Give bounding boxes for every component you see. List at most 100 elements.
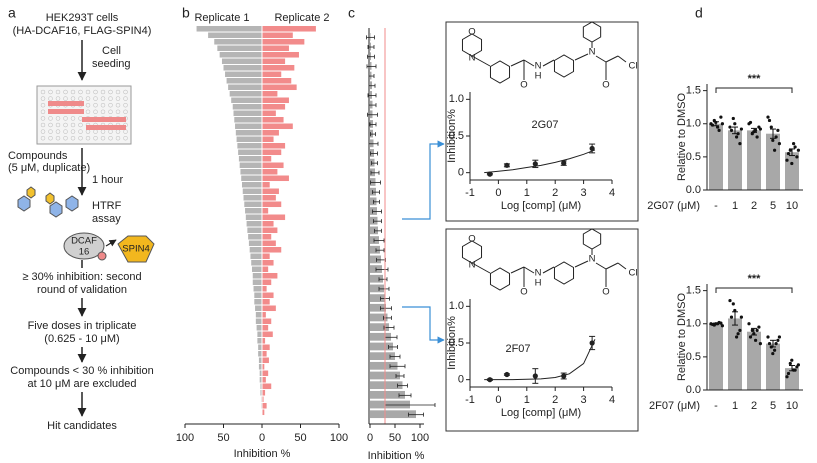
x-tick-label: - [714, 200, 718, 212]
y-axis-label: Relative to DMSO [676, 293, 688, 381]
bond [523, 59, 535, 67]
data-point [739, 127, 744, 131]
bar [262, 221, 274, 227]
bar [370, 62, 372, 70]
well [40, 89, 46, 95]
bar [370, 410, 416, 419]
y-tick-label: 0.5 [449, 130, 464, 142]
bond [595, 55, 607, 63]
x-tick-label: 10 [786, 400, 798, 412]
compound-icons [17, 186, 79, 218]
well [63, 89, 68, 95]
bar [370, 149, 374, 157]
data-point [561, 373, 567, 379]
x-tick-label: 0 [367, 432, 373, 444]
well [55, 116, 61, 121]
bar [262, 390, 266, 396]
well [85, 89, 91, 95]
panel-label: c [348, 5, 355, 21]
data-point [748, 335, 753, 339]
bar [370, 42, 371, 51]
step-text: Hit candidates [47, 420, 117, 432]
well [93, 102, 98, 108]
data-point [532, 161, 538, 167]
dcaf16-shape [63, 232, 105, 260]
data-point [796, 148, 801, 152]
bar [262, 286, 267, 292]
bond [523, 266, 535, 274]
bar [248, 234, 262, 240]
bar [370, 139, 374, 148]
data-point [720, 122, 725, 126]
bond [542, 59, 555, 67]
compound-label: 2G07 [532, 119, 559, 131]
well [100, 102, 106, 108]
data-point [738, 328, 742, 332]
x-tick-label: 10 [786, 200, 798, 212]
atom-label: O [602, 80, 609, 91]
bar [370, 332, 391, 341]
data-point [719, 115, 723, 119]
well [115, 96, 121, 101]
bar [262, 45, 289, 52]
bar [255, 312, 262, 318]
data-point [487, 171, 493, 177]
bar [260, 383, 262, 390]
x-tick-label: 1 [732, 200, 738, 212]
bar [728, 318, 742, 390]
y-tick-label: 0 [458, 167, 464, 179]
bar [262, 117, 284, 123]
connector [402, 140, 445, 220]
x-axis-label: Inhibition % [368, 450, 425, 462]
step-text: seeding [92, 58, 131, 70]
ring [489, 60, 511, 84]
bar [370, 33, 371, 41]
data-point [504, 371, 510, 378]
well [63, 129, 68, 134]
annotation: *** [748, 273, 762, 285]
well [100, 96, 106, 101]
atom-label: N [589, 47, 596, 58]
step-text: Cell [102, 45, 121, 57]
compound-label: 2F07 [505, 343, 530, 355]
bar [262, 279, 272, 286]
bar [239, 162, 262, 169]
data-point [589, 340, 595, 346]
bond [510, 59, 525, 67]
bar [370, 81, 372, 90]
step-text: 1 hour [92, 174, 124, 186]
well [40, 122, 46, 128]
bar [250, 253, 262, 260]
x-tick-label: 0 [495, 187, 501, 199]
data-point [771, 351, 775, 356]
bar [262, 305, 276, 312]
data-point [767, 118, 772, 123]
data-point [561, 160, 567, 166]
well [48, 89, 53, 95]
bar [243, 195, 262, 201]
panel-label: a [8, 5, 16, 21]
x-tick-label: 4 [609, 187, 615, 199]
legend-label: Replicate 1 [194, 12, 249, 24]
data-point [747, 322, 751, 326]
data-point [785, 158, 789, 162]
bond [510, 266, 525, 274]
atom-label: N [589, 254, 596, 265]
data-point [739, 315, 744, 319]
bar [785, 368, 799, 390]
bar [262, 123, 293, 130]
bar [370, 187, 376, 196]
x-tick-label: 50 [294, 432, 306, 444]
bar [370, 400, 410, 409]
x-axis-label: Inhibition % [234, 448, 291, 460]
data-point [771, 138, 775, 142]
bar [262, 312, 266, 318]
step-text: round of validation [37, 284, 127, 296]
plate-strip [48, 101, 84, 106]
bar [257, 331, 262, 338]
step-text: Compounds < 30 % inhibition [10, 365, 153, 377]
well [123, 109, 128, 115]
data-point [717, 128, 721, 132]
bar [257, 338, 262, 344]
